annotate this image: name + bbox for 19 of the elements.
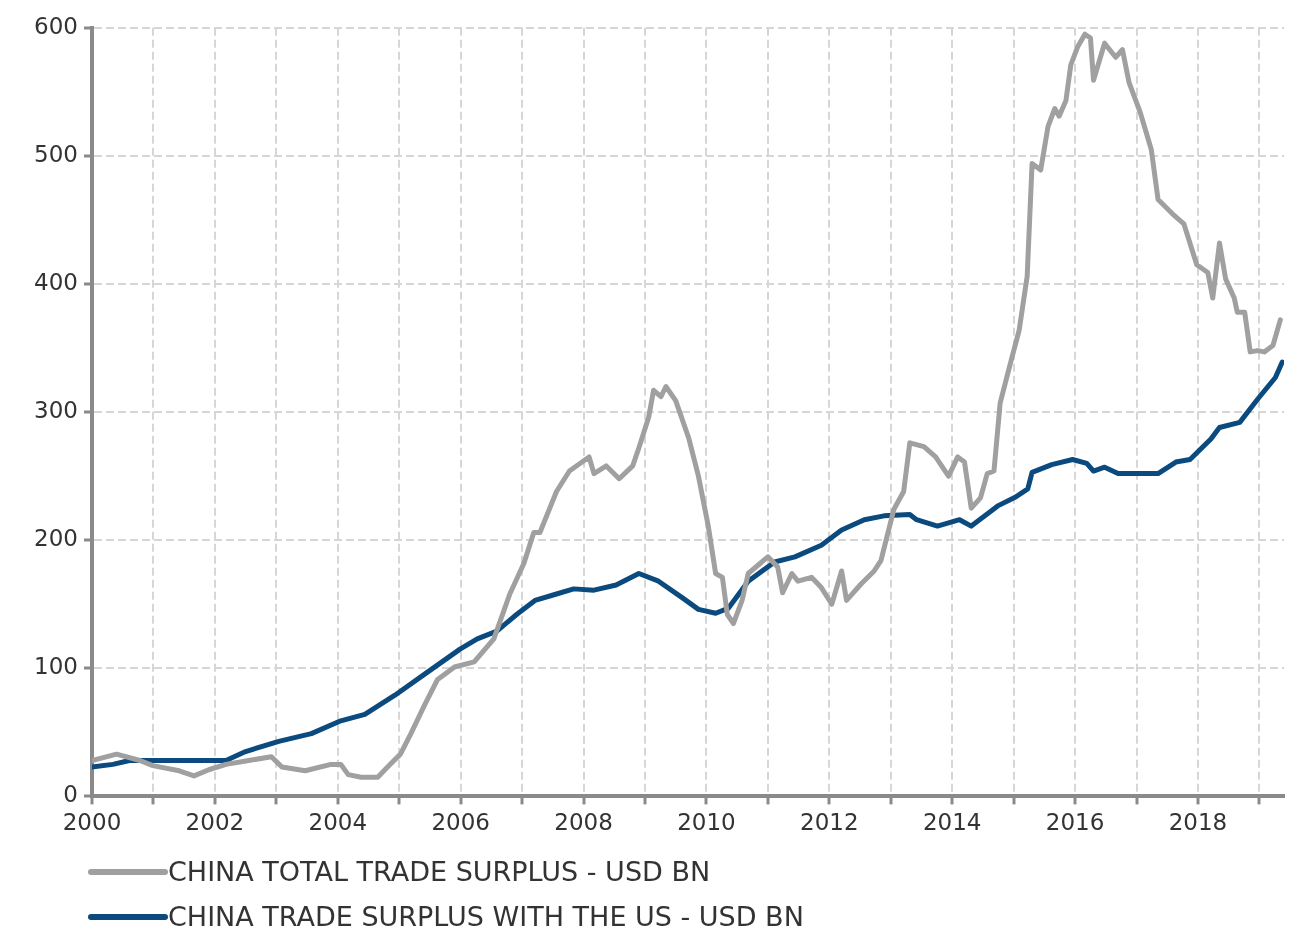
x-tick-label: 2010 <box>677 809 736 836</box>
legend-label: CHINA TOTAL TRADE SURPLUS - USD BN <box>168 856 711 887</box>
x-tick-label: 2014 <box>922 809 982 836</box>
x-tick-label: 2012 <box>800 809 859 836</box>
y-tick-label: 100 <box>34 653 78 680</box>
y-tick-label: 400 <box>34 268 78 295</box>
legend-label: CHINA TRADE SURPLUS WITH THE US - USD BN <box>168 901 804 932</box>
x-tick-label: 2002 <box>185 809 245 836</box>
y-tick-label: 500 <box>34 140 78 167</box>
y-tick-label: 600 <box>34 12 78 39</box>
x-tick-label: 2004 <box>308 809 368 836</box>
y-tick-label: 300 <box>34 397 78 424</box>
x-tick-label: 2000 <box>62 809 122 836</box>
x-tick-label: 2008 <box>554 809 613 836</box>
y-tick-label: 200 <box>34 525 78 552</box>
y-tick-label: 0 <box>63 781 78 808</box>
x-tick-label: 2016 <box>1045 809 1105 836</box>
x-tick-label: 2006 <box>431 809 490 836</box>
x-tick-label: 2018 <box>1168 809 1228 836</box>
